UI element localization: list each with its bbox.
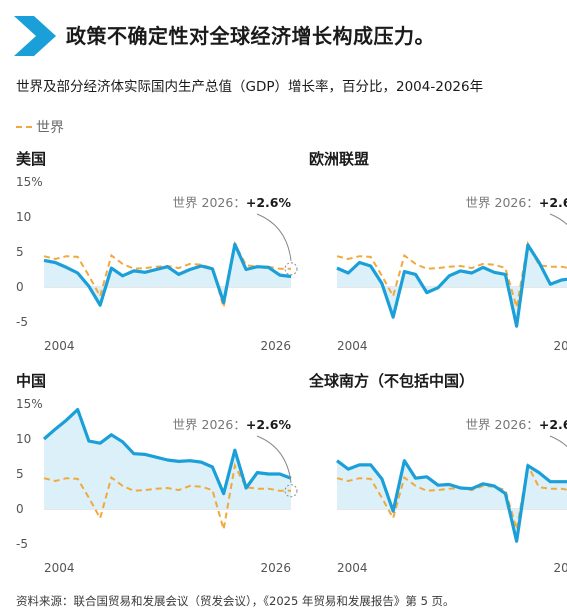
y-tick-label: 5 bbox=[16, 467, 24, 481]
x-tick-label: 2004 bbox=[44, 339, 75, 353]
annotation-prefix: 世界 2026： bbox=[173, 417, 246, 432]
annotation-value: +2.6% bbox=[246, 195, 292, 210]
y-tick-label: 5 bbox=[16, 245, 24, 259]
x-tick-label: 2026 bbox=[553, 561, 567, 575]
legend-label-world: 世界 bbox=[36, 120, 64, 136]
x-tick-label: 2026 bbox=[553, 339, 567, 353]
x-tick-label: 2026 bbox=[260, 561, 291, 575]
x-tick-label: 2004 bbox=[44, 561, 75, 575]
chart-title: 中国 bbox=[16, 372, 46, 390]
annotation-value: +2.6% bbox=[539, 417, 567, 432]
y-tick-label: 15% bbox=[16, 175, 43, 189]
y-tick-label: 15% bbox=[16, 397, 43, 411]
world-2026-marker bbox=[284, 262, 298, 276]
chart-title: 全球南方（不包括中国） bbox=[308, 372, 474, 390]
series-line-main bbox=[42, 408, 292, 496]
series-line-main bbox=[336, 459, 567, 543]
x-tick-label: 2004 bbox=[337, 561, 368, 575]
x-tick-label: 2004 bbox=[337, 339, 368, 353]
chart-panel-4: 全球南方（不包括中国） 世界 2026：+2.6% 2004 2026 bbox=[308, 372, 567, 575]
legend: 世界 bbox=[16, 117, 64, 137]
y-tick-label: 10 bbox=[16, 210, 31, 224]
annotation-world-2026: 世界 2026：+2.6% bbox=[466, 417, 567, 432]
source-note: 资料来源：联合国贸易和发展会议（贸发会议），《2025 年贸易和发展报告》第 5… bbox=[16, 594, 455, 608]
series-area bbox=[44, 409, 291, 509]
series-line-main bbox=[43, 242, 292, 307]
series-line-world bbox=[43, 462, 291, 530]
y-tick-label: 0 bbox=[16, 280, 24, 294]
annotation-leader bbox=[549, 435, 567, 448]
y-tick-label: 10 bbox=[16, 432, 31, 446]
annotation-leader bbox=[549, 213, 567, 226]
chart-title: 美国 bbox=[16, 150, 46, 168]
header: 政策不确定性对全球经济增长构成压力。 bbox=[0, 6, 567, 58]
y-tick-label: 0 bbox=[16, 502, 24, 516]
series-line-main bbox=[336, 243, 567, 328]
annotation-leader bbox=[256, 213, 292, 261]
annotation-prefix: 世界 2026： bbox=[466, 195, 539, 210]
annotation-world-2026: 世界 2026：+2.6% bbox=[173, 417, 292, 432]
y-tick-label: -5 bbox=[16, 315, 28, 329]
chart-subtitle: 世界及部分经济体实际国内生产总值（GDP）增长率，百分比，2004-2026年 bbox=[16, 79, 484, 95]
chart-panel-1: 美国 15% 10 5 0 -5 世界 2026：+2.6% 2004 2026 bbox=[16, 150, 298, 353]
annotation-world-2026: 世界 2026：+2.6% bbox=[173, 195, 292, 210]
y-tick-label: -5 bbox=[16, 537, 28, 551]
chart-panel-3: 中国 15% 10 5 0 -5 世界 2026：+2.6% 2004 2026 bbox=[16, 372, 298, 575]
series-area bbox=[44, 244, 291, 306]
annotation-prefix: 世界 2026： bbox=[466, 417, 539, 432]
annotation-prefix: 世界 2026： bbox=[173, 195, 246, 210]
annotation-value: +2.6% bbox=[539, 195, 567, 210]
annotation-value: +2.6% bbox=[246, 417, 292, 432]
series-area bbox=[337, 460, 567, 542]
page-title: 政策不确定性对全球经济增长构成压力。 bbox=[66, 24, 435, 48]
chart-title: 欧洲联盟 bbox=[309, 150, 369, 168]
annotation-leader bbox=[256, 435, 292, 483]
legend-dash-swatch bbox=[16, 126, 32, 128]
x-tick-label: 2026 bbox=[260, 339, 291, 353]
series-line-world bbox=[336, 240, 567, 308]
world-2026-marker bbox=[284, 484, 298, 498]
chevron-logo-icon bbox=[14, 16, 56, 56]
annotation-world-2026: 世界 2026：+2.6% bbox=[466, 195, 567, 210]
